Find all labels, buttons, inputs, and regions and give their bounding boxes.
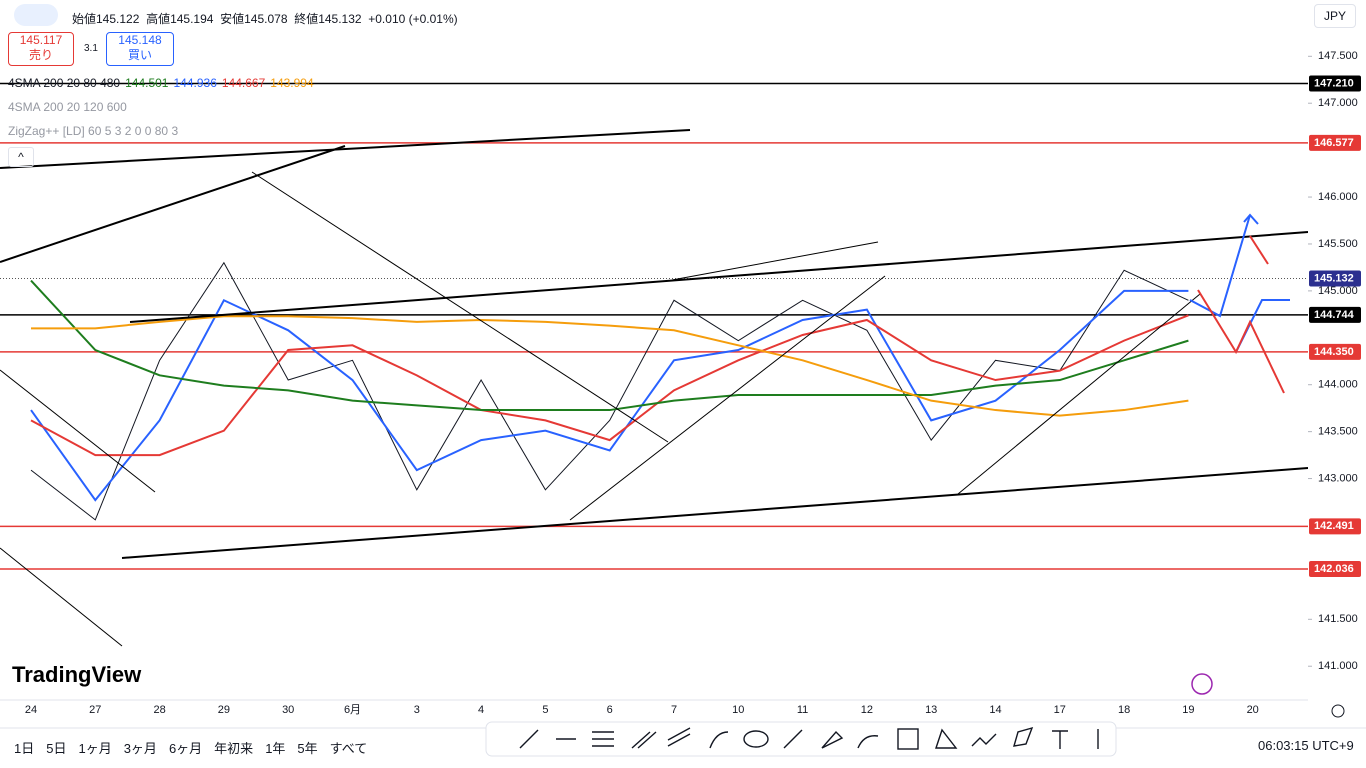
- drawing-tools[interactable]: [519, 726, 1099, 750]
- sma-line: [31, 315, 1189, 417]
- last-price-label: 145.132: [1314, 272, 1354, 284]
- y-tick-label: 145.000: [1318, 285, 1358, 297]
- buy-label: 買い: [127, 48, 152, 62]
- y-tick-label: 147.000: [1318, 97, 1358, 109]
- period-button[interactable]: すべて: [329, 741, 368, 756]
- y-tick-label: 143.500: [1318, 426, 1358, 438]
- x-tick-label: 17: [1054, 704, 1066, 716]
- last-price-box: [1309, 270, 1361, 287]
- period-button[interactable]: 5日: [46, 741, 67, 756]
- x-tick-label: 6月: [344, 704, 361, 716]
- x-tick-label: 12: [861, 704, 873, 716]
- change: +0.010 (+0.01%): [368, 12, 458, 26]
- x-tick-label: 3: [414, 704, 420, 716]
- x-tick-label: 28: [153, 704, 165, 716]
- x-tick-label: 29: [218, 704, 230, 716]
- period-button[interactable]: 年初来: [214, 741, 254, 756]
- level-label-box: [1309, 343, 1361, 360]
- ohlc: 始値145.122 高値145.194 安値145.078 終値145.132 …: [72, 10, 458, 27]
- period-button[interactable]: 1ヶ月: [78, 741, 112, 756]
- y-tick-label: 147.500: [1318, 50, 1358, 62]
- price-line: [30, 261, 1189, 521]
- spread: 3.1: [84, 43, 98, 54]
- indicator-value: 143.994: [270, 76, 314, 90]
- x-tick-label: 7: [671, 704, 677, 716]
- level-label-box: [1309, 306, 1361, 323]
- sma-line: [30, 289, 1189, 502]
- sma-line: [30, 314, 1189, 457]
- symbol-icons[interactable]: [14, 4, 58, 26]
- level-label: 147.210: [1314, 77, 1354, 89]
- indicator-value: 144.501: [125, 76, 169, 90]
- y-tick-label: 141.500: [1318, 613, 1358, 625]
- x-tick-label: 18: [1118, 704, 1130, 716]
- indicator-legend[interactable]: 4SMA 200 20 120 600: [8, 100, 127, 114]
- currency[interactable]: JPY: [1314, 4, 1356, 28]
- period-button[interactable]: 3ヶ月: [123, 741, 157, 756]
- level-label: 144.744: [1314, 309, 1355, 321]
- drawings: [0, 129, 1309, 647]
- x-tick-label: 27: [89, 704, 101, 716]
- indicator-legend[interactable]: 4SMA 200 20 80 480 144.501 144.936 144.667 1…: [8, 76, 314, 90]
- indicator-name: 4SMA 200 20 80 480: [8, 76, 121, 90]
- period-buttons: 1日 5日 1ヶ月 3ヶ月 6ヶ月 年初来 1年 5年 すべて: [14, 738, 379, 757]
- level-label: 146.577: [1314, 137, 1354, 149]
- level-label-box: [1309, 134, 1361, 151]
- level-label: 142.036: [1314, 563, 1354, 575]
- brand: TradingView: [12, 662, 142, 687]
- x-tick-label: 24: [25, 704, 37, 716]
- level-label-box: [1309, 518, 1361, 535]
- indicator-name: 4SMA 200 20 120 600: [8, 100, 127, 114]
- y-tick-label: 144.000: [1318, 379, 1358, 391]
- high: 高値145.194: [146, 12, 214, 26]
- x-tick-label: 4: [478, 704, 484, 716]
- x-tick-label: 10: [732, 704, 744, 716]
- period-button[interactable]: 5年: [297, 741, 318, 756]
- drawing-toolbar: [485, 721, 1117, 757]
- period-button[interactable]: 1年: [265, 741, 286, 756]
- close: 終値145.132: [294, 12, 362, 26]
- level-label: 144.350: [1314, 346, 1354, 358]
- period-button[interactable]: 1日: [14, 741, 35, 756]
- alert-icon[interactable]: [1191, 673, 1213, 695]
- sell-price: 145.117: [19, 33, 63, 47]
- x-tick-label: 13: [925, 704, 937, 716]
- x-tick-label: 14: [989, 704, 1001, 716]
- clock: 06:03:15 UTC+9: [1258, 738, 1354, 753]
- level-label-box: [1309, 561, 1361, 578]
- x-tick-label: 5: [542, 704, 548, 716]
- x-tick-label: 19: [1182, 704, 1194, 716]
- sma-line: [30, 279, 1189, 412]
- y-tick-label: 143.000: [1318, 472, 1358, 484]
- indicator-name: ZigZag++ [LD] 60 5 3 2 0 0 80 3: [8, 124, 179, 138]
- indicator-value: 144.936: [173, 76, 217, 90]
- level-label-box: [1309, 75, 1361, 92]
- open: 始値145.122: [72, 12, 140, 26]
- buy-button[interactable]: 145.148 買い: [106, 32, 174, 66]
- indicator-legend[interactable]: ZigZag++ [LD] 60 5 3 2 0 0 80 3: [8, 124, 178, 138]
- settings-icon[interactable]: [1331, 704, 1345, 718]
- sell-button[interactable]: 145.117 売り: [8, 32, 74, 66]
- sell-label: 売り: [28, 48, 53, 62]
- period-button[interactable]: 6ヶ月: [168, 741, 203, 756]
- indicator-value: 144.667: [221, 76, 266, 90]
- level-label: 142.491: [1314, 520, 1354, 532]
- x-tick-label: 11: [797, 704, 808, 716]
- buy-price: 145.148: [118, 33, 162, 47]
- x-tick-label: 20: [1247, 704, 1259, 716]
- low: 安値145.078: [220, 12, 288, 26]
- x-tick-label: 6: [607, 704, 613, 716]
- x-tick-label: 30: [282, 704, 294, 716]
- y-tick-label: 141.000: [1318, 660, 1358, 672]
- y-tick-label: 145.500: [1318, 238, 1358, 250]
- collapse-button[interactable]: ^: [8, 147, 34, 167]
- y-tick-label: 146.000: [1318, 191, 1358, 203]
